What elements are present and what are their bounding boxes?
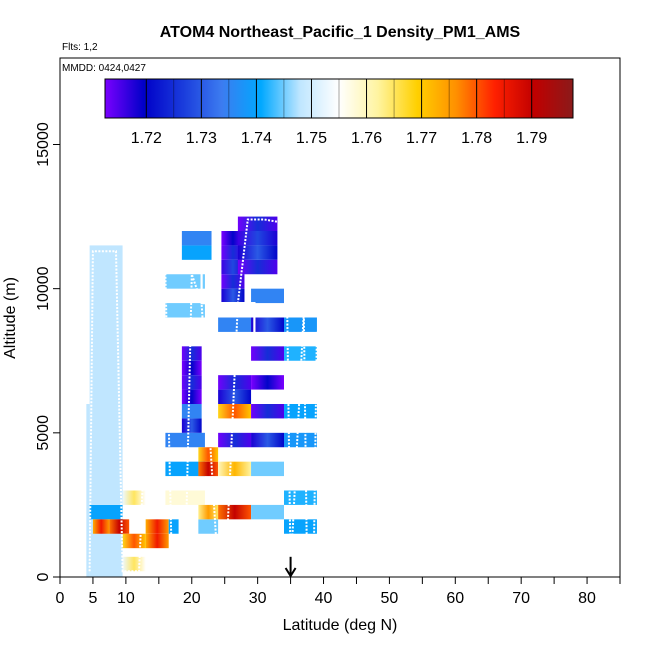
heatmap-cell [86, 404, 90, 577]
heatmap-cell [218, 504, 252, 520]
heatmap-cell [92, 519, 110, 534]
heatmap-cell [251, 404, 284, 419]
heatmap-cell [251, 504, 284, 520]
heatmap-cell [198, 519, 219, 534]
heatmap-cell [181, 346, 202, 361]
heatmap-cell [165, 490, 205, 505]
heatmap-cell [168, 519, 179, 534]
heatmap-cell [284, 317, 317, 332]
heatmap-cell [218, 461, 252, 477]
heatmap-cell [198, 447, 219, 462]
y-tick-label: 5000 [35, 415, 52, 451]
x-tick-label: 60 [446, 590, 464, 607]
heatmap-cells [86, 216, 317, 577]
flight-track [88, 218, 281, 573]
heatmap-cell [284, 519, 317, 534]
heatmap-cell [165, 432, 205, 448]
heatmap-cell [181, 360, 202, 376]
heatmap-cell [284, 404, 317, 419]
heatmap-cell [181, 404, 202, 419]
heatmap-cell [221, 274, 245, 289]
x-tick-label: 10 [117, 590, 135, 607]
flights-label: Flts: 1,2 [62, 42, 98, 53]
heatmap-cell [181, 389, 202, 404]
heatmap-cell [221, 288, 245, 304]
colorbar-tick-label: 1.72 [131, 130, 162, 147]
axes: 0 5 10 20 30 40 50 60 70 80 0 5000 10000 15000 [35, 57, 621, 607]
heatmap-cell [251, 432, 284, 448]
x-tick-label: 40 [315, 590, 333, 607]
heatmap-cell [251, 375, 284, 390]
colorbar-tick-label: 1.73 [186, 130, 217, 147]
heatmap-cell [181, 245, 212, 260]
y-tick-label: 10000 [35, 266, 52, 311]
heatmap-cell [122, 490, 146, 505]
heatmap-cell [181, 418, 202, 433]
colorbar-tick-label: 1.77 [406, 130, 437, 147]
heatmap-cell [284, 490, 317, 505]
y-tick-label: 15000 [35, 122, 52, 167]
colorbar-tick-label: 1.75 [296, 130, 327, 147]
colorbar-tick-label: 1.78 [461, 130, 492, 147]
heatmap-cell [198, 504, 219, 520]
heatmap-cell [89, 245, 123, 505]
heatmap-cell [251, 461, 284, 477]
colorbar-tick-label: 1.74 [241, 130, 272, 147]
heatmap-cell [145, 533, 169, 549]
x-tick-label: 70 [512, 590, 530, 607]
heatmap-cell [145, 519, 169, 534]
heatmap-cell [284, 432, 317, 448]
colorbar: 1.72 1.73 1.74 1.75 1.76 1.77 1.78 1.79 [104, 78, 574, 147]
x-tick-label: 50 [381, 590, 399, 607]
heatmap-cell [237, 259, 278, 275]
heatmap-cell [237, 245, 278, 260]
heatmap-cell [165, 274, 205, 289]
plot-frame [59, 57, 621, 578]
heatmap-cell [181, 375, 202, 390]
heatmap-cell [218, 404, 252, 419]
level-leg [165, 268, 278, 336]
dates-label: MMDD: 0424,0427 [62, 63, 146, 74]
heatmap-cell [251, 317, 284, 332]
heatmap-cell [122, 533, 146, 549]
heatmap-cell [284, 346, 317, 361]
arrow-head [284, 567, 297, 578]
heatmap-cell [181, 231, 212, 246]
heatmap-cell [165, 303, 205, 318]
chart-title: ATOM4 Northeast_Pacific_1 Density_PM1_AM… [160, 24, 521, 41]
y-axis-label: Altitude (m) [2, 277, 19, 359]
heatmap-cell [198, 461, 219, 477]
heatmap-cell [165, 461, 205, 477]
heatmap-cell [89, 504, 123, 520]
x-tick-label: 80 [578, 590, 596, 607]
heatmap-cell [218, 317, 252, 332]
x-axis-label: Latitude (deg N) [283, 617, 398, 634]
heatmap-cell [122, 556, 146, 572]
heatmap-cell [251, 346, 284, 361]
heatmap-cell [109, 519, 130, 534]
heatmap-cell [237, 216, 278, 231]
x-tick-label: 5 [88, 590, 97, 607]
flight-track [279, 222, 322, 573]
x-tick-label: 0 [56, 590, 65, 607]
heatmap-cell [218, 432, 252, 448]
colorbar-tick-label: 1.79 [516, 130, 547, 147]
flight-tracks [88, 218, 322, 578]
x-tick-label: 20 [183, 590, 201, 607]
heatmap-cell [237, 231, 278, 246]
y-tick-label: 0 [35, 572, 52, 581]
colorbar-tick-label: 1.76 [351, 130, 382, 147]
x-tick-label: 30 [249, 590, 267, 607]
heatmap-cell [251, 288, 284, 304]
